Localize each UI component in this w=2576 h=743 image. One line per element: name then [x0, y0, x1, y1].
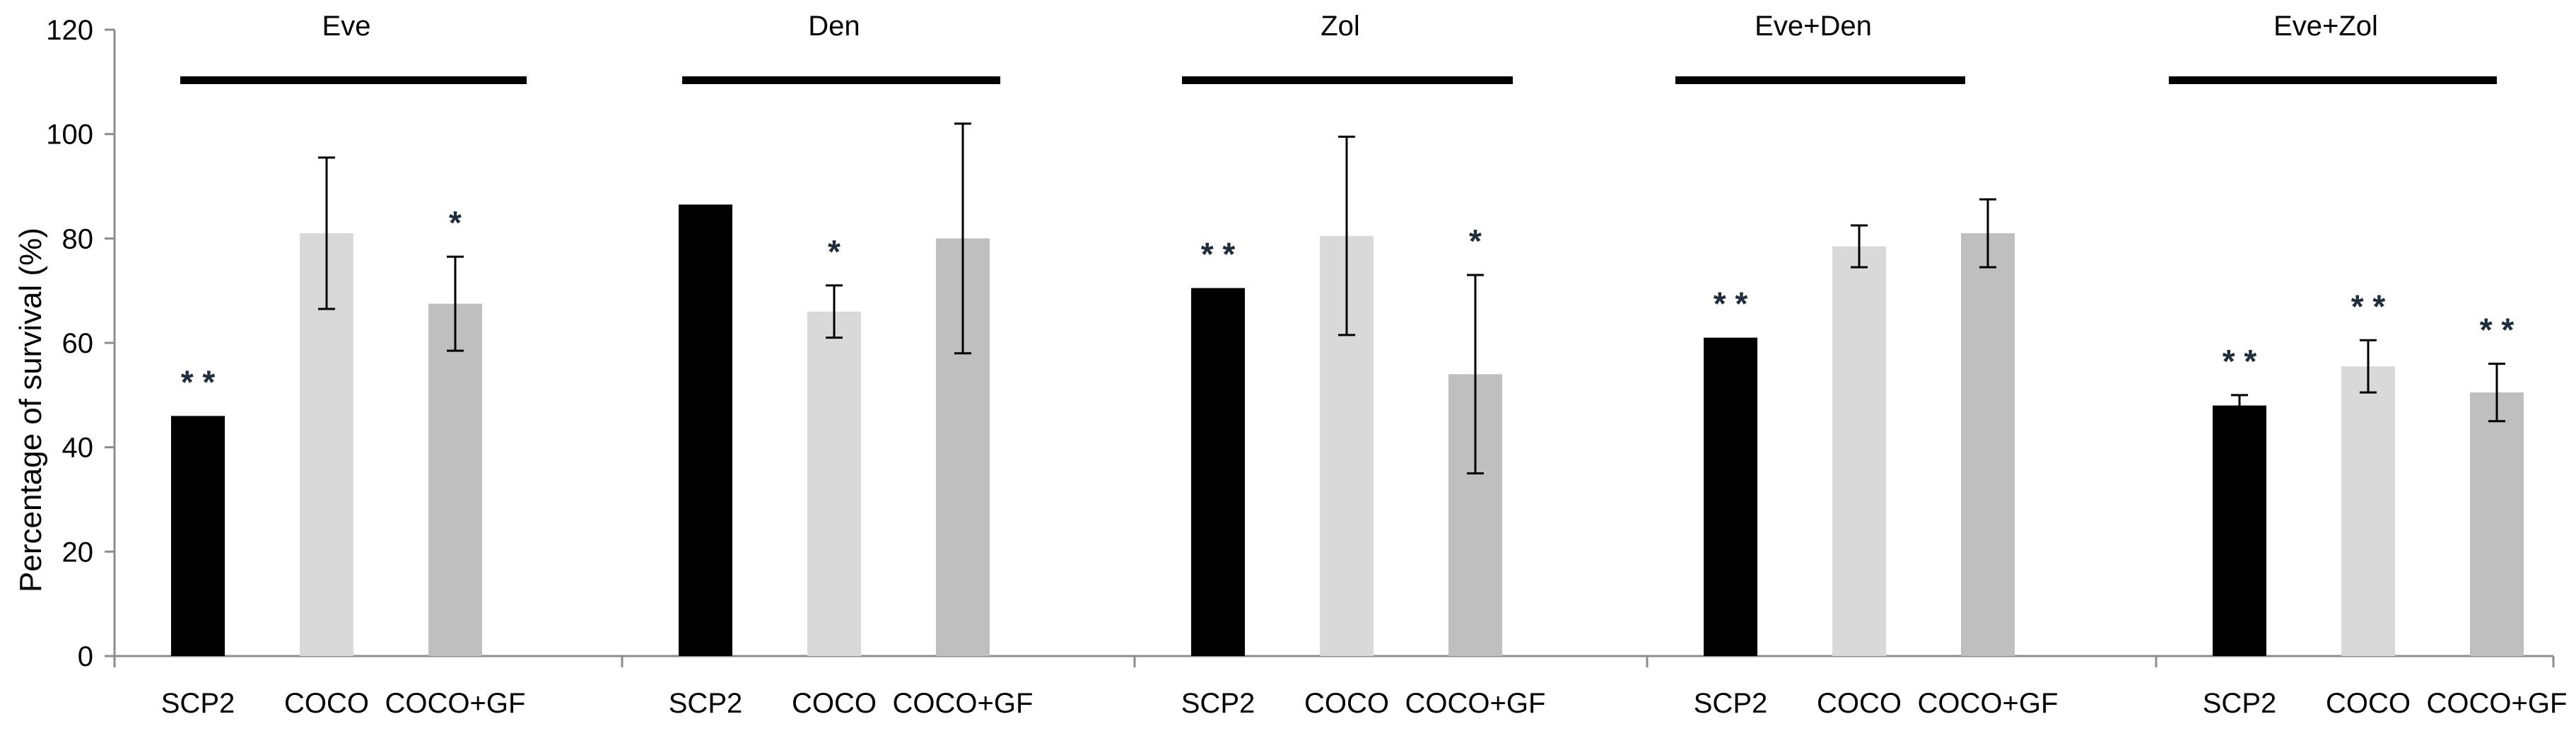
- y-tick-label: 80: [62, 223, 94, 255]
- y-tick-label: 60: [62, 328, 94, 359]
- bars: * * * * * * * * * * * * * * *: [171, 122, 2524, 657]
- y-tick-label: 120: [46, 15, 93, 46]
- x-category-label: SCP2: [1694, 688, 1768, 719]
- x-category-label: SCP2: [161, 688, 235, 719]
- significance-marker: *: [828, 233, 841, 270]
- x-category-label: COCO+GF: [385, 688, 526, 719]
- x-category-label: COCO: [792, 688, 877, 719]
- significance-marker: *: [1469, 223, 1482, 259]
- x-category-label: COCO+GF: [2427, 688, 2568, 719]
- x-category-label: COCO+GF: [1405, 688, 1546, 719]
- bar-scp2: [679, 204, 732, 656]
- x-category-label: COCO+GF: [1918, 688, 2059, 719]
- group-bracket: [2169, 76, 2497, 84]
- x-category-label: COCO: [1304, 688, 1389, 719]
- bar-scp2: [1191, 288, 1245, 657]
- y-axis-title: Percentage of survival (%): [13, 228, 48, 592]
- significance-marker: * *: [2351, 288, 2386, 324]
- group-bracket: [1182, 76, 1513, 84]
- y-tick-label: 20: [62, 537, 94, 568]
- x-category-label: COCO: [1817, 688, 1902, 719]
- x-category-label: COCO: [284, 688, 369, 719]
- x-category-label: SCP2: [669, 688, 743, 719]
- bar-coco: [1832, 246, 1886, 656]
- bar-coco-gf: [2470, 392, 2524, 656]
- bar-coco-gf: [1961, 233, 2015, 656]
- x-labels: SCP2 COCO COCO+GF SCP2 COCO COCO+GF SCP2 COCO CO…: [161, 688, 2568, 719]
- x-category-label: SCP2: [1181, 688, 1255, 719]
- x-category-label: COCO: [2326, 688, 2411, 719]
- group-title: Eve+Den: [1755, 11, 1872, 42]
- y-tick-label: 40: [62, 433, 94, 464]
- group-title: Eve+Zol: [2273, 11, 2378, 42]
- significance-marker: * *: [181, 363, 216, 400]
- bar-scp2: [2213, 405, 2266, 656]
- y-tick-label: 0: [78, 641, 93, 672]
- group-titles: Eve Den Zol Eve+Den Eve+Zol: [180, 11, 2497, 84]
- y-ticks: 0 20 40 60 80 100 120: [46, 15, 115, 672]
- bar-coco-gf: [428, 303, 482, 656]
- bar-coco: [807, 311, 861, 656]
- group-title: Eve: [322, 11, 371, 42]
- bar-scp2: [1704, 337, 1757, 656]
- group-bracket: [180, 76, 527, 84]
- y-tick-label: 100: [46, 119, 93, 151]
- bar-scp2: [171, 416, 225, 656]
- significance-marker: * *: [2223, 343, 2257, 380]
- significance-marker: * *: [2480, 312, 2514, 349]
- group-title: Zol: [1321, 11, 1360, 42]
- group-bracket: [1675, 76, 1965, 84]
- x-category-label: COCO+GF: [893, 688, 1034, 719]
- group-bracket: [682, 76, 1000, 84]
- significance-marker: *: [449, 204, 462, 241]
- bar-coco: [2341, 366, 2395, 656]
- significance-marker: * *: [1201, 235, 1236, 272]
- significance-marker: * *: [1714, 286, 1748, 322]
- group-title: Den: [808, 11, 860, 42]
- x-category-label: SCP2: [2203, 688, 2277, 719]
